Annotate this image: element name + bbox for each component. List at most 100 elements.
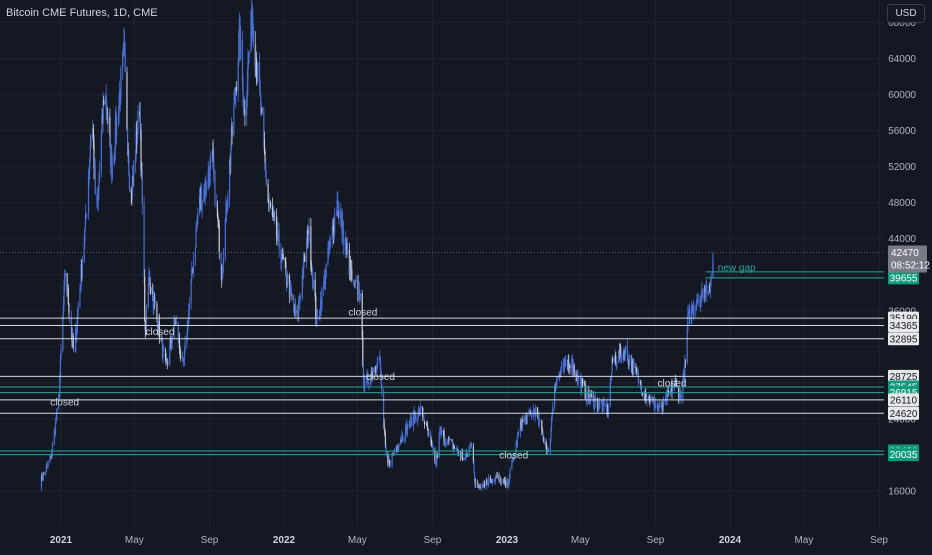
candle-body — [79, 288, 81, 308]
candle-body — [640, 384, 643, 394]
candle-body — [500, 478, 502, 485]
price-label-text: 34365 — [890, 321, 918, 332]
candle-body — [423, 421, 426, 425]
candle-body — [654, 403, 657, 408]
candle-body — [397, 447, 399, 450]
chart-title: Bitcoin CME Futures, 1D, CME — [6, 7, 158, 19]
candle-body — [539, 420, 541, 422]
candle-body — [316, 315, 318, 324]
candle-body — [320, 299, 322, 309]
candle-body — [696, 301, 698, 305]
candle-body — [71, 332, 73, 342]
candle-body — [592, 396, 594, 398]
candle-body — [117, 116, 120, 118]
candle-body — [126, 72, 128, 129]
candle-body — [692, 304, 694, 313]
candle-body — [77, 307, 79, 314]
candle-body — [307, 234, 310, 244]
candle-body — [391, 453, 393, 465]
candle-body — [153, 296, 155, 308]
candle-body — [671, 387, 674, 393]
candle-body — [230, 126, 233, 151]
candle-body — [224, 219, 226, 258]
candle-body — [191, 269, 193, 273]
candle-body — [324, 274, 326, 285]
candle-body — [422, 416, 424, 418]
candle-body — [345, 239, 347, 250]
candle-body — [385, 446, 387, 455]
x-tick-label: 2022 — [273, 535, 296, 546]
candle-body — [337, 212, 339, 217]
candle-body — [448, 438, 451, 441]
candle-body — [614, 355, 616, 359]
candle-body — [191, 269, 193, 280]
candle-body — [166, 361, 168, 365]
candle-body — [445, 441, 447, 445]
candle-body — [85, 214, 87, 216]
candle-body — [406, 423, 409, 434]
candle-body — [660, 403, 663, 406]
candle-body — [682, 369, 685, 380]
candle-body — [571, 358, 573, 372]
candle-body — [629, 357, 631, 362]
candle-body — [496, 475, 498, 476]
candle-body — [359, 293, 361, 297]
candle-body — [388, 459, 390, 464]
candle-body — [602, 400, 605, 402]
candle-body — [486, 480, 488, 483]
candle-body — [73, 348, 75, 352]
candle-body — [710, 275, 712, 286]
candle-body — [171, 338, 173, 345]
candle-body — [675, 380, 677, 382]
candle-body — [118, 100, 120, 117]
candle-body — [508, 481, 510, 486]
currency-button[interactable]: USD — [887, 4, 925, 23]
candle-body — [487, 481, 489, 485]
candle-body — [220, 252, 222, 272]
candle-body — [389, 464, 391, 466]
price-label-text: 28725 — [890, 372, 918, 383]
candle-body — [187, 321, 189, 325]
candle-body — [186, 321, 189, 336]
price-label-text: 39655 — [890, 273, 918, 284]
candle-body — [233, 103, 235, 136]
candle-body — [340, 217, 343, 219]
candle-body — [50, 456, 52, 460]
candle-body — [421, 406, 423, 408]
candle-body — [122, 52, 124, 69]
candle-body — [244, 109, 246, 116]
candle-body — [645, 393, 647, 401]
candle-body — [422, 407, 424, 417]
candle-body — [524, 418, 526, 422]
candle-body — [364, 379, 366, 391]
candle-body — [654, 407, 656, 408]
candle-body — [687, 310, 690, 313]
candle-body — [240, 40, 242, 58]
candle-body — [241, 40, 244, 84]
candle-body — [580, 379, 583, 391]
candle-body — [199, 196, 201, 205]
candle-body — [145, 330, 147, 334]
candle-body — [400, 440, 402, 441]
candle-body — [393, 451, 395, 455]
candle-body — [494, 476, 496, 482]
candle-body — [263, 111, 265, 140]
candle-body — [243, 105, 245, 113]
candle-body — [525, 416, 527, 418]
price-label-box — [888, 448, 919, 462]
candle-body — [594, 399, 596, 407]
candle-body — [573, 365, 575, 374]
candle-body — [371, 372, 374, 377]
candle-body — [254, 45, 256, 66]
candle-body — [290, 283, 292, 289]
last-price-box — [888, 245, 927, 273]
candle-body — [483, 483, 485, 485]
candle-body — [94, 165, 96, 169]
price-label-text: 26110 — [890, 395, 918, 406]
candle-body — [325, 264, 327, 277]
candle-body — [59, 358, 61, 377]
candle-body — [204, 179, 206, 196]
candle-body — [217, 217, 219, 222]
